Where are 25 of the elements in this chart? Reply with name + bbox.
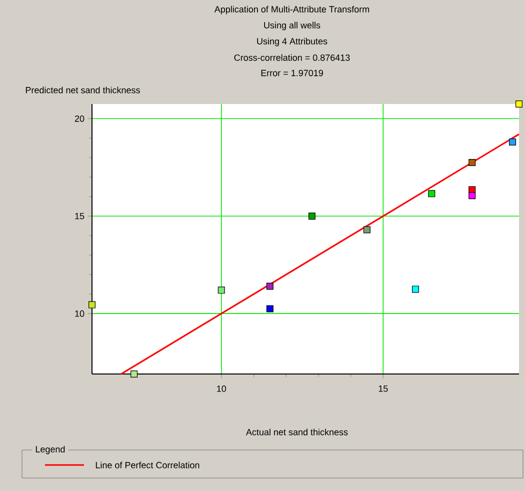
y-tick-label: 10 (75, 310, 84, 317)
text: Using 4 Attributes (257, 38, 328, 46)
point (412, 286, 419, 293)
y-axis-title: Predicted net sand thickness (26, 86, 140, 94)
chart-subtitle: Using all wells (264, 22, 320, 30)
legend-title: Legend (36, 446, 65, 454)
point (218, 286, 225, 294)
point (88, 301, 96, 308)
point (266, 282, 274, 290)
x-axis-title: Actual net sand thickness (246, 428, 348, 436)
point (308, 212, 316, 220)
text: Error = 1.97019 (261, 70, 323, 76)
point (468, 192, 476, 200)
text: Cross-correlation = 0.876413 (234, 54, 350, 61)
y-tick-label: 20 (74, 115, 84, 122)
point (130, 370, 138, 378)
point (428, 190, 436, 198)
point (509, 138, 516, 146)
legend-label: Line of Perfect Correlation (96, 462, 200, 468)
point (516, 100, 522, 108)
point (266, 305, 274, 312)
point (363, 226, 370, 234)
chart-title: Application of Multi-Attribute Transform (214, 6, 370, 14)
point (468, 158, 476, 166)
y-tick-label: 15 (75, 212, 84, 220)
